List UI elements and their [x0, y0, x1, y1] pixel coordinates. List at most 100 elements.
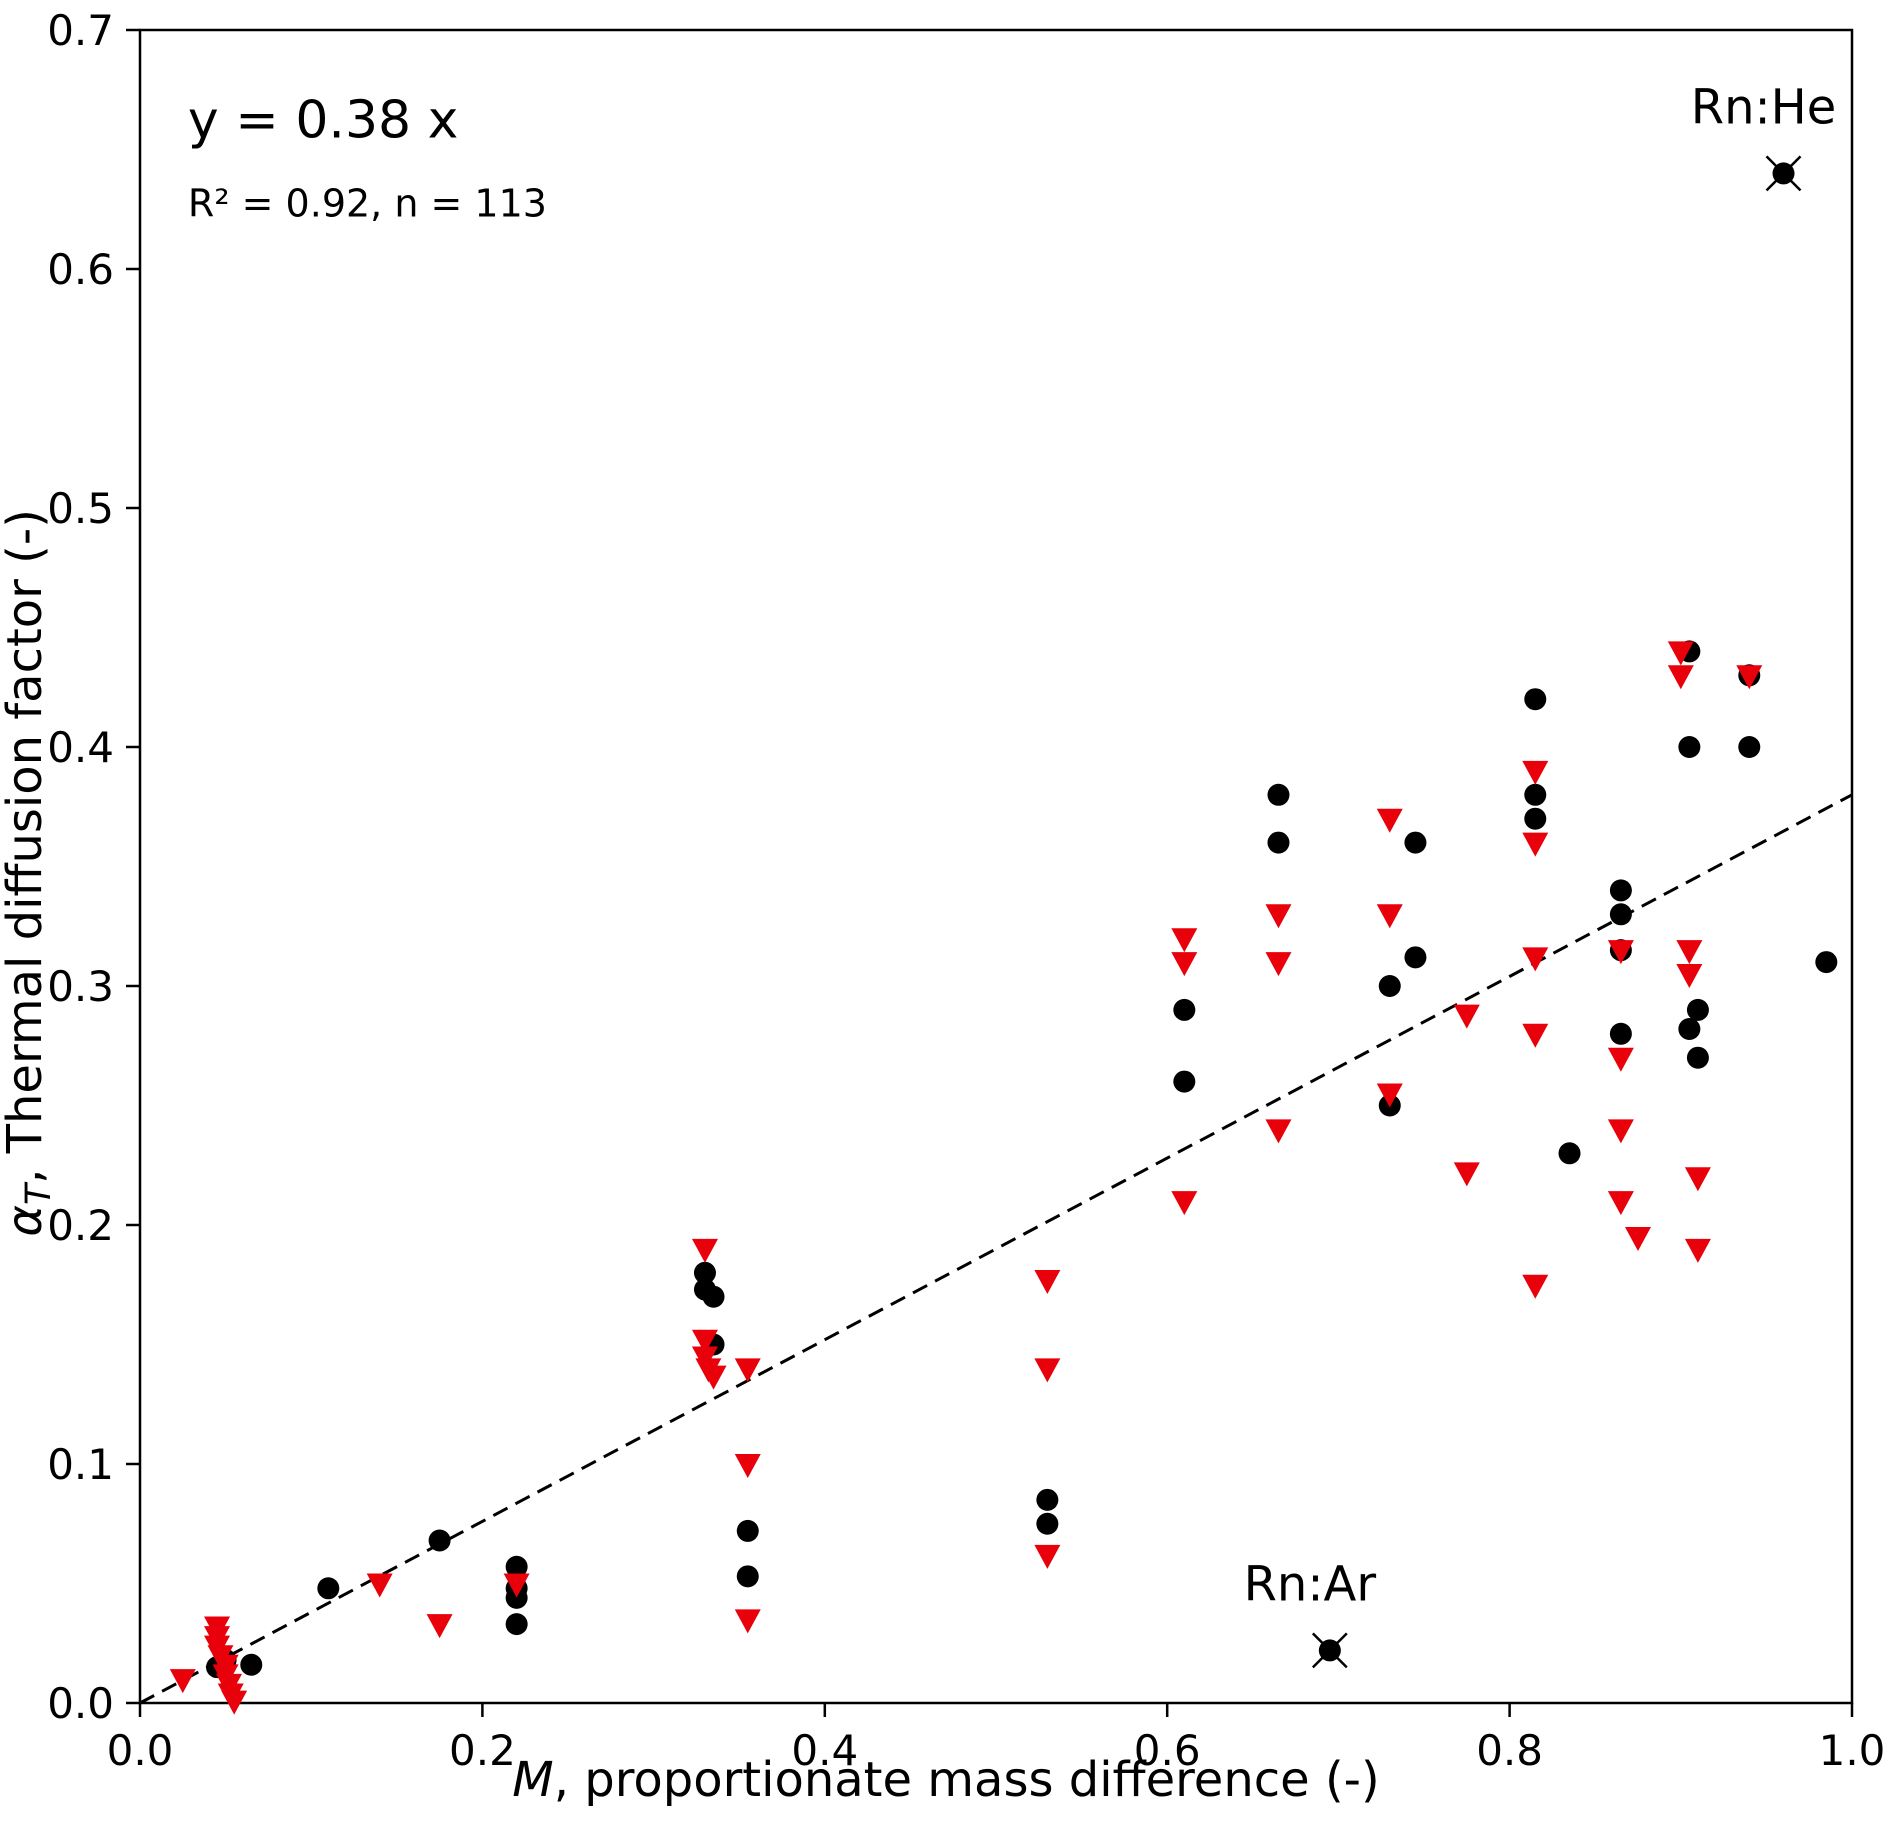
data-point-circle	[240, 1653, 263, 1676]
data-point-circle	[1173, 998, 1196, 1021]
data-point-circle	[1378, 975, 1401, 997]
data-point-triangle	[426, 1614, 453, 1639]
x-tick-label: 1.0	[1819, 1726, 1886, 1775]
x-tick-label: 0.8	[1476, 1726, 1543, 1775]
y-tick-label: 0.2	[47, 1201, 114, 1250]
data-point-circle	[1404, 946, 1427, 969]
data-point-triangle	[1453, 1004, 1480, 1029]
data-point-triangle	[1607, 1047, 1634, 1072]
data-point-circle	[428, 1529, 451, 1552]
data-point-triangle	[1034, 1358, 1061, 1383]
data-point-circle	[1524, 688, 1547, 711]
data-point-triangle	[1376, 1083, 1403, 1108]
data-point-circle	[1609, 903, 1632, 926]
data-point-circle	[1686, 998, 1709, 1021]
y-tick-label: 0.0	[47, 1679, 114, 1728]
y-tick-label: 0.4	[47, 723, 114, 772]
data-point-triangle	[691, 1329, 718, 1354]
data-point-triangle	[1171, 1191, 1198, 1216]
data-point-triangle	[1684, 1238, 1711, 1263]
data-point-triangle	[1522, 760, 1549, 785]
data-point-circle	[693, 1261, 716, 1284]
data-point-triangle	[1676, 964, 1703, 989]
y-axis-label: αT, Thermal diffusion factor (-)	[0, 393, 59, 1353]
data-point-circle	[736, 1565, 759, 1588]
data-point-circle	[1267, 831, 1290, 854]
y-tick-label: 0.6	[47, 245, 114, 294]
point-label: Rn:Ar	[1244, 1556, 1377, 1612]
data-point-circle	[505, 1613, 528, 1636]
data-point-circle	[505, 1586, 528, 1609]
y-axis-label-symbol: α	[0, 1204, 54, 1237]
data-point-triangle	[503, 1573, 530, 1598]
data-point-circle	[1173, 1070, 1196, 1093]
data-point-triangle	[1684, 1167, 1711, 1192]
fit-stats-label: R² = 0.92, n = 113	[188, 181, 547, 225]
data-point-triangle	[1034, 1544, 1061, 1569]
x-tick-label: 0.0	[107, 1726, 174, 1775]
data-point-circle	[1036, 1512, 1059, 1535]
data-point-circle	[1609, 1022, 1632, 1045]
data-point-triangle	[734, 1454, 761, 1478]
data-point-circle	[1524, 783, 1547, 806]
data-point-triangle	[169, 1669, 196, 1694]
data-point-triangle	[691, 1238, 718, 1263]
data-point-triangle	[1376, 904, 1403, 929]
data-point-triangle	[1453, 1162, 1480, 1187]
fit-equation-label: y = 0.38 x	[188, 91, 459, 151]
y-tick-label: 0.3	[47, 962, 114, 1011]
data-point-triangle	[1676, 940, 1703, 965]
y-tick-label: 0.1	[47, 1440, 114, 1489]
x-axis-label-symbol: M	[512, 1752, 554, 1808]
data-point-triangle	[1034, 1269, 1061, 1294]
data-point-triangle	[1607, 1191, 1634, 1216]
x-axis-label: M, proportionate mass difference (-)	[0, 1752, 1892, 1808]
data-point-circle	[1036, 1488, 1059, 1511]
data-point-circle	[1738, 736, 1761, 758]
data-point-circle	[1686, 1046, 1709, 1069]
data-point-triangle	[1667, 665, 1694, 690]
x-tick-label: 0.6	[1134, 1726, 1201, 1775]
data-point-circle	[1267, 783, 1290, 806]
data-point-circle	[1558, 1142, 1581, 1165]
data-point-triangle	[1607, 1119, 1634, 1144]
data-point-circle	[1678, 736, 1701, 758]
data-point-circle	[317, 1577, 340, 1600]
data-point-triangle	[1522, 1274, 1549, 1299]
data-point-circle	[1524, 807, 1547, 830]
data-point-triangle	[1376, 808, 1403, 833]
data-point-triangle	[734, 1609, 761, 1634]
point-label: Rn:He	[1691, 79, 1837, 135]
data-point-triangle	[1522, 832, 1549, 857]
data-point-circle	[702, 1285, 725, 1308]
data-point-triangle	[221, 1690, 248, 1715]
data-point-circle	[1815, 951, 1838, 974]
x-axis-label-text: , proportionate mass difference (-)	[553, 1752, 1380, 1808]
data-point-triangle	[1522, 1023, 1549, 1048]
y-axis-label-text: , Thermal diffusion factor (-)	[0, 509, 54, 1184]
data-point-triangle	[734, 1358, 761, 1383]
trend-line	[139, 793, 1853, 1705]
data-point-circle	[1404, 831, 1427, 854]
data-point-circle	[1678, 1018, 1701, 1041]
data-point-triangle	[1607, 940, 1634, 965]
x-tick-label: 0.4	[791, 1726, 858, 1775]
data-point-circle	[736, 1519, 759, 1542]
data-point-triangle	[1667, 641, 1694, 666]
data-point-triangle	[1265, 952, 1292, 977]
x-marker	[1311, 1632, 1348, 1669]
data-point-triangle	[1625, 1226, 1651, 1251]
data-point-circle	[505, 1555, 528, 1578]
data-point-triangle	[1265, 1119, 1292, 1144]
data-point-triangle	[1265, 904, 1292, 929]
data-point-triangle	[366, 1573, 393, 1598]
x-tick-label: 0.2	[449, 1726, 516, 1775]
y-axis-label-subscript: T	[18, 1183, 59, 1205]
plot-border	[138, 28, 1854, 1705]
y-tick-label: 0.7	[47, 6, 114, 55]
data-point-triangle	[1171, 928, 1198, 953]
y-tick-label: 0.5	[47, 484, 114, 533]
data-point-triangle	[1171, 952, 1198, 977]
data-point-triangle	[1736, 665, 1763, 690]
